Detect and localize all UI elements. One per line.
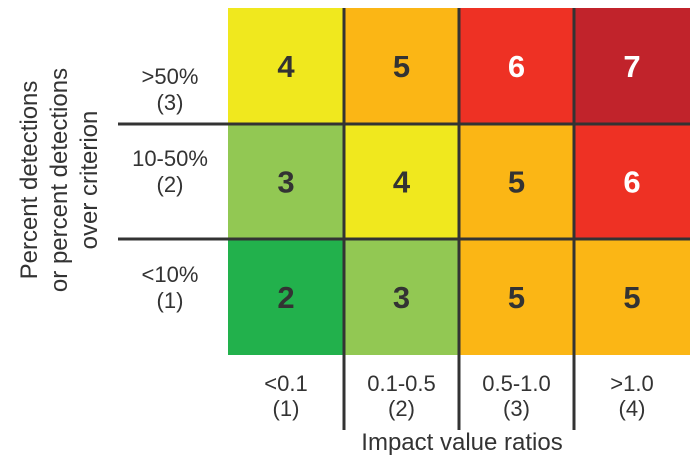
cell-value-label: 5 bbox=[508, 165, 525, 200]
x-tick-range-label: >1.0 bbox=[610, 371, 653, 396]
heatmap-cell-r1-c4 bbox=[574, 8, 690, 124]
heatmap-cell-r2-c3 bbox=[459, 124, 574, 239]
y-tick-score-label: (1) bbox=[157, 288, 184, 313]
cell-value-label: 6 bbox=[623, 165, 640, 200]
matrix-gridlines bbox=[118, 8, 690, 430]
y-axis-title: Percent detections or percent detections o… bbox=[16, 68, 103, 292]
heatmap-cell-r3-c3 bbox=[459, 239, 574, 355]
x-axis-tick-labels: <0.1(1) 0.1-0.5(2) 0.5-1.0(3) >1.0(4) bbox=[264, 371, 653, 421]
cell-value-label: 2 bbox=[277, 280, 294, 315]
cell-value-label: 5 bbox=[393, 49, 410, 84]
y-tick-range-label: >50% bbox=[142, 64, 199, 89]
cell-value-label: 7 bbox=[623, 49, 640, 84]
heatmap-cell-r2-c4 bbox=[574, 124, 690, 239]
y-axis-title-line: over criterion bbox=[76, 111, 103, 250]
y-tick-score-label: (3) bbox=[157, 90, 184, 115]
heatmap-cell-r3-c4 bbox=[574, 239, 690, 355]
x-tick-range-label: <0.1 bbox=[264, 371, 307, 396]
heatmap-cells bbox=[228, 8, 690, 355]
y-tick-score-label: (2) bbox=[157, 172, 184, 197]
cell-value-label: 3 bbox=[393, 280, 410, 315]
cell-value-label: 6 bbox=[508, 49, 525, 84]
cell-value-label: 3 bbox=[277, 165, 294, 200]
x-tick-range-label: 0.5-1.0 bbox=[482, 371, 551, 396]
cell-value-label: 4 bbox=[277, 49, 295, 84]
x-tick-score-label: (3) bbox=[503, 396, 530, 421]
heatmap-cell-r2-c1 bbox=[228, 124, 344, 239]
x-tick-score-label: (2) bbox=[388, 396, 415, 421]
y-axis-title-line: Percent detections bbox=[16, 81, 43, 280]
heatmap-cell-r1-c1 bbox=[228, 8, 344, 124]
y-axis-title-line: or percent detections bbox=[46, 68, 73, 292]
heatmap-cell-r1-c3 bbox=[459, 8, 574, 124]
heatmap-cell-r3-c1 bbox=[228, 239, 344, 355]
y-tick-range-label: <10% bbox=[142, 262, 199, 287]
heatmap-cell-r3-c2 bbox=[344, 239, 459, 355]
y-tick-range-label: 10-50% bbox=[132, 146, 208, 171]
x-tick-range-label: 0.1-0.5 bbox=[367, 371, 436, 396]
x-axis-title: Impact value ratios bbox=[361, 429, 562, 456]
x-tick-score-label: (4) bbox=[619, 396, 646, 421]
heatmap-cell-values: 4 5 6 7 3 4 5 6 2 3 5 5 bbox=[277, 49, 640, 315]
cell-value-label: 5 bbox=[508, 280, 525, 315]
heatmap-cell-r1-c2 bbox=[344, 8, 459, 124]
x-tick-score-label: (1) bbox=[273, 396, 300, 421]
y-axis-tick-labels: >50%(3) 10-50%(2) <10%(1) bbox=[132, 64, 208, 313]
cell-value-label: 4 bbox=[393, 165, 411, 200]
heatmap-cell-r2-c2 bbox=[344, 124, 459, 239]
cell-value-label: 5 bbox=[623, 280, 640, 315]
